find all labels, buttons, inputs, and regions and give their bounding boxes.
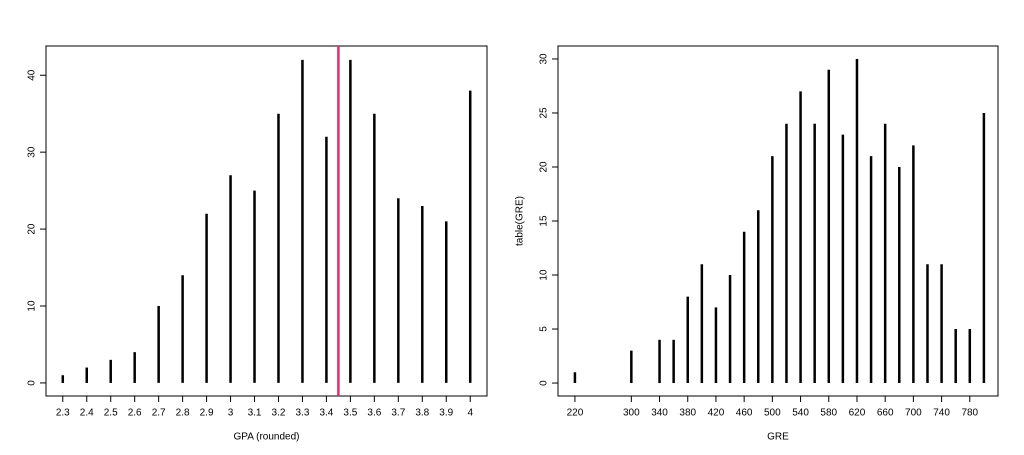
- y-tick-label: 5: [539, 326, 550, 332]
- x-tick-label: 3.9: [439, 408, 453, 419]
- x-tick-label: 3.1: [248, 408, 262, 419]
- plot-frame: [45, 45, 488, 397]
- x-tick-label: 3.8: [415, 408, 429, 419]
- y-tick-label: 20: [27, 223, 38, 235]
- x-tick-label: 420: [708, 408, 725, 419]
- x-tick-label: 620: [849, 408, 866, 419]
- x-tick-label: 2.3: [56, 408, 70, 419]
- x-tick-label: 3.5: [343, 408, 357, 419]
- x-tick-label: 2.5: [104, 408, 118, 419]
- x-tick-label: 660: [877, 408, 894, 419]
- x-tick-label: 780: [961, 408, 978, 419]
- x-tick-label: 500: [764, 408, 781, 419]
- y-tick-label: 10: [27, 300, 38, 312]
- y-tick-label: 0: [27, 380, 38, 386]
- x-tick-label: 3.7: [391, 408, 405, 419]
- x-tick-label: 580: [820, 408, 837, 419]
- x-tick-label: 460: [736, 408, 753, 419]
- y-tick-label: 40: [27, 69, 38, 81]
- x-tick-label: 220: [567, 408, 584, 419]
- x-tick-label: 3.3: [295, 408, 309, 419]
- y-tick-label: 30: [539, 53, 550, 65]
- y-axis-label: table(GRE): [515, 196, 526, 246]
- x-axis-label: GPA (rounded): [234, 432, 300, 443]
- x-tick-label: 540: [792, 408, 809, 419]
- y-tick-label: 20: [539, 161, 550, 173]
- x-axis-label: GRE: [767, 432, 789, 443]
- x-tick-label: 2.6: [128, 408, 142, 419]
- x-tick-label: 300: [623, 408, 640, 419]
- x-tick-label: 2.4: [80, 408, 94, 419]
- y-tick-label: 15: [539, 215, 550, 227]
- x-tick-label: 3: [228, 408, 234, 419]
- y-tick-label: 30: [27, 146, 38, 158]
- x-tick-label: 3.4: [319, 408, 333, 419]
- x-tick-label: 740: [933, 408, 950, 419]
- x-tick-label: 2.8: [176, 408, 190, 419]
- plot-frame: [557, 45, 999, 397]
- y-tick-label: 10: [539, 269, 550, 281]
- x-tick-label: 2.7: [152, 408, 166, 419]
- x-tick-label: 3.6: [367, 408, 381, 419]
- x-tick-label: 700: [905, 408, 922, 419]
- y-tick-label: 25: [539, 107, 550, 119]
- x-tick-label: 340: [651, 408, 668, 419]
- x-tick-label: 2.9: [200, 408, 214, 419]
- x-tick-label: 3.2: [272, 408, 286, 419]
- y-tick-label: 0: [539, 380, 550, 386]
- x-tick-label: 4: [467, 408, 473, 419]
- x-tick-label: 380: [679, 408, 696, 419]
